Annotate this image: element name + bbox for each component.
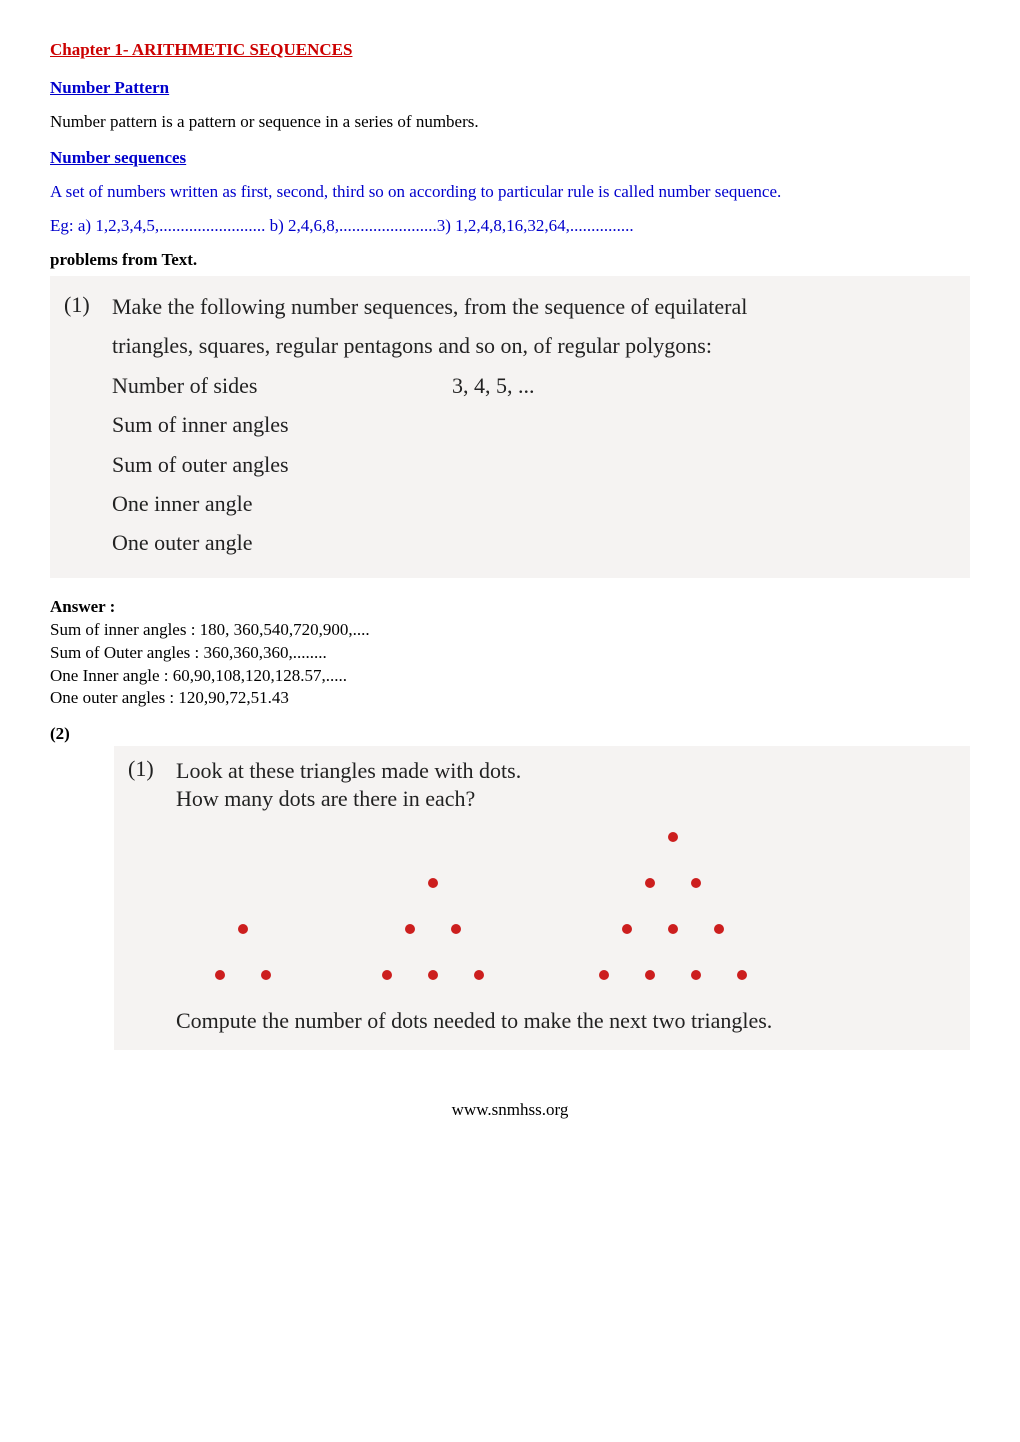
problem1-line2: triangles, squares, regular pentagons an…: [112, 327, 956, 364]
dot: [599, 970, 609, 980]
answer-block: Answer : Sum of inner angles : 180, 360,…: [50, 596, 970, 711]
sum-inner-label: Sum of inner angles: [112, 406, 956, 443]
dot: [451, 924, 461, 934]
sum-outer-label: Sum of outer angles: [112, 446, 956, 483]
problem2-box: (1) Look at these triangles made with do…: [114, 746, 970, 1050]
q2-label: (2): [50, 724, 970, 744]
dot-triangles: [128, 820, 956, 1000]
section2-definition: A set of numbers written as first, secon…: [50, 182, 970, 202]
problem2-line2: How many dots are there in each?: [176, 786, 956, 812]
dot: [645, 970, 655, 980]
problem2-line1: Look at these triangles made with dots.: [176, 758, 956, 784]
dot: [405, 924, 415, 934]
answer-line3: One Inner angle : 60,90,108,120,128.57,.…: [50, 665, 970, 688]
problems-heading: problems from Text.: [50, 250, 970, 270]
dot: [428, 878, 438, 888]
dot: [691, 970, 701, 980]
dot: [428, 970, 438, 980]
answer-line1: Sum of inner angles : 180, 360,540,720,9…: [50, 619, 970, 642]
dot: [238, 924, 248, 934]
dot: [737, 970, 747, 980]
answer-line4: One outer angles : 120,90,72,51.43: [50, 687, 970, 710]
dot: [668, 924, 678, 934]
dot: [474, 970, 484, 980]
dot: [261, 970, 271, 980]
problem2-number: (1): [128, 756, 176, 814]
dot: [622, 924, 632, 934]
dot: [215, 970, 225, 980]
problem1-number: (1): [64, 286, 112, 564]
one-outer-label: One outer angle: [112, 524, 956, 561]
answer-line2: Sum of Outer angles : 360,360,360,......…: [50, 642, 970, 665]
section2-example: Eg: a) 1,2,3,4,5,.......................…: [50, 216, 970, 236]
problem1-line1: Make the following number sequences, fro…: [112, 288, 956, 325]
one-inner-label: One inner angle: [112, 485, 956, 522]
problem1-box: (1) Make the following number sequences,…: [50, 276, 970, 578]
section1-text: Number pattern is a pattern or sequence …: [50, 112, 970, 132]
dot: [691, 878, 701, 888]
chapter-title: Chapter 1- ARITHMETIC SEQUENCES: [50, 40, 970, 60]
section1-heading: Number Pattern: [50, 78, 970, 98]
page-footer: www.snmhss.org: [50, 1100, 970, 1120]
dot: [382, 970, 392, 980]
dot: [645, 878, 655, 888]
dot: [668, 832, 678, 842]
answer-heading: Answer :: [50, 596, 970, 619]
problem2-line3: Compute the number of dots needed to mak…: [176, 1008, 956, 1034]
dot: [714, 924, 724, 934]
section2-heading: Number sequences: [50, 148, 970, 168]
sides-values: 3, 4, 5, ...: [452, 367, 535, 404]
sides-label: Number of sides: [112, 367, 452, 404]
